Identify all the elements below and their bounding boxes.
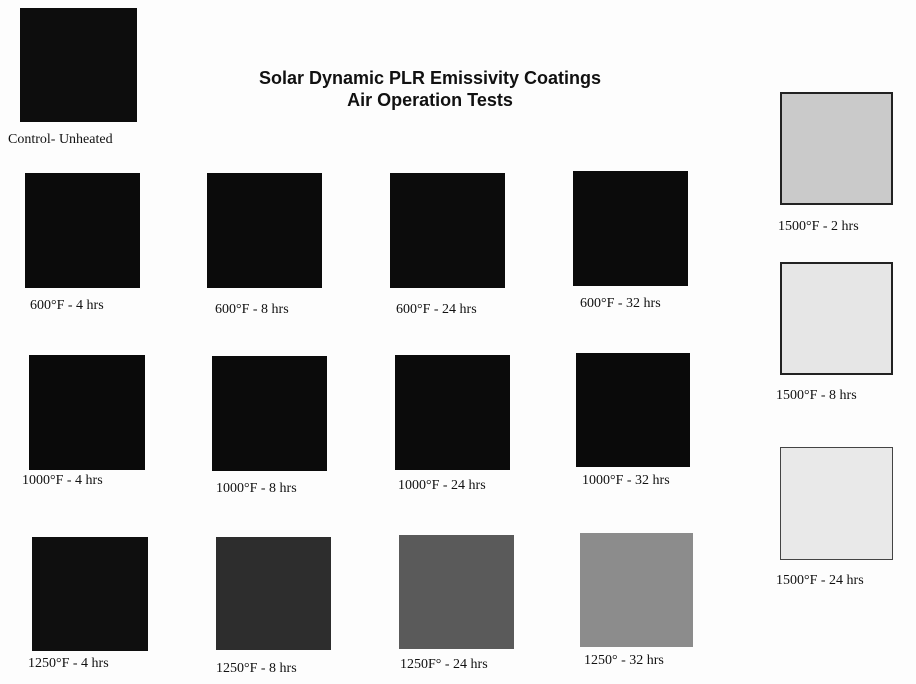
sample-swatch [576,353,690,467]
sample-label: 1250°F - 4 hrs [28,656,109,671]
sample-swatch [207,173,322,288]
sample-label: 1000°F - 32 hrs [582,473,670,488]
sample-label: 600°F - 8 hrs [215,302,289,317]
sample-label: 1250°F - 8 hrs [216,661,297,676]
title-line: Solar Dynamic PLR Emissivity Coatings [258,68,602,88]
sample-label: 1500°F - 8 hrs [776,388,857,403]
sample-swatch [580,533,693,647]
sample-swatch [780,262,893,375]
sample-swatch [29,355,145,470]
sample-label: 1500°F - 24 hrs [776,573,864,588]
title-line: Air Operation Tests [347,90,513,110]
sample-label: 1500°F - 2 hrs [778,219,859,234]
sample-label: 1250° - 32 hrs [584,653,664,668]
sample-label: 1000°F - 4 hrs [22,473,103,488]
sample-label: 600°F - 24 hrs [396,302,477,317]
sample-label: 1250F° - 24 hrs [400,657,488,672]
sample-swatch [780,92,893,205]
sample-swatch [395,355,510,470]
sample-swatch [390,173,505,288]
sample-swatch [32,537,148,651]
sample-swatch [573,171,688,286]
sample-swatch [25,173,140,288]
sample-label: 1000°F - 8 hrs [216,481,297,496]
sample-label: 600°F - 32 hrs [580,296,661,311]
sample-swatch [780,447,893,560]
sample-label: 600°F - 4 hrs [30,298,104,313]
sample-swatch [216,537,331,650]
sample-label: Control- Unheated [8,132,113,147]
sample-label: 1000°F - 24 hrs [398,478,486,493]
sample-swatch [20,8,137,122]
sample-swatch [212,356,327,471]
sample-swatch [399,535,514,649]
